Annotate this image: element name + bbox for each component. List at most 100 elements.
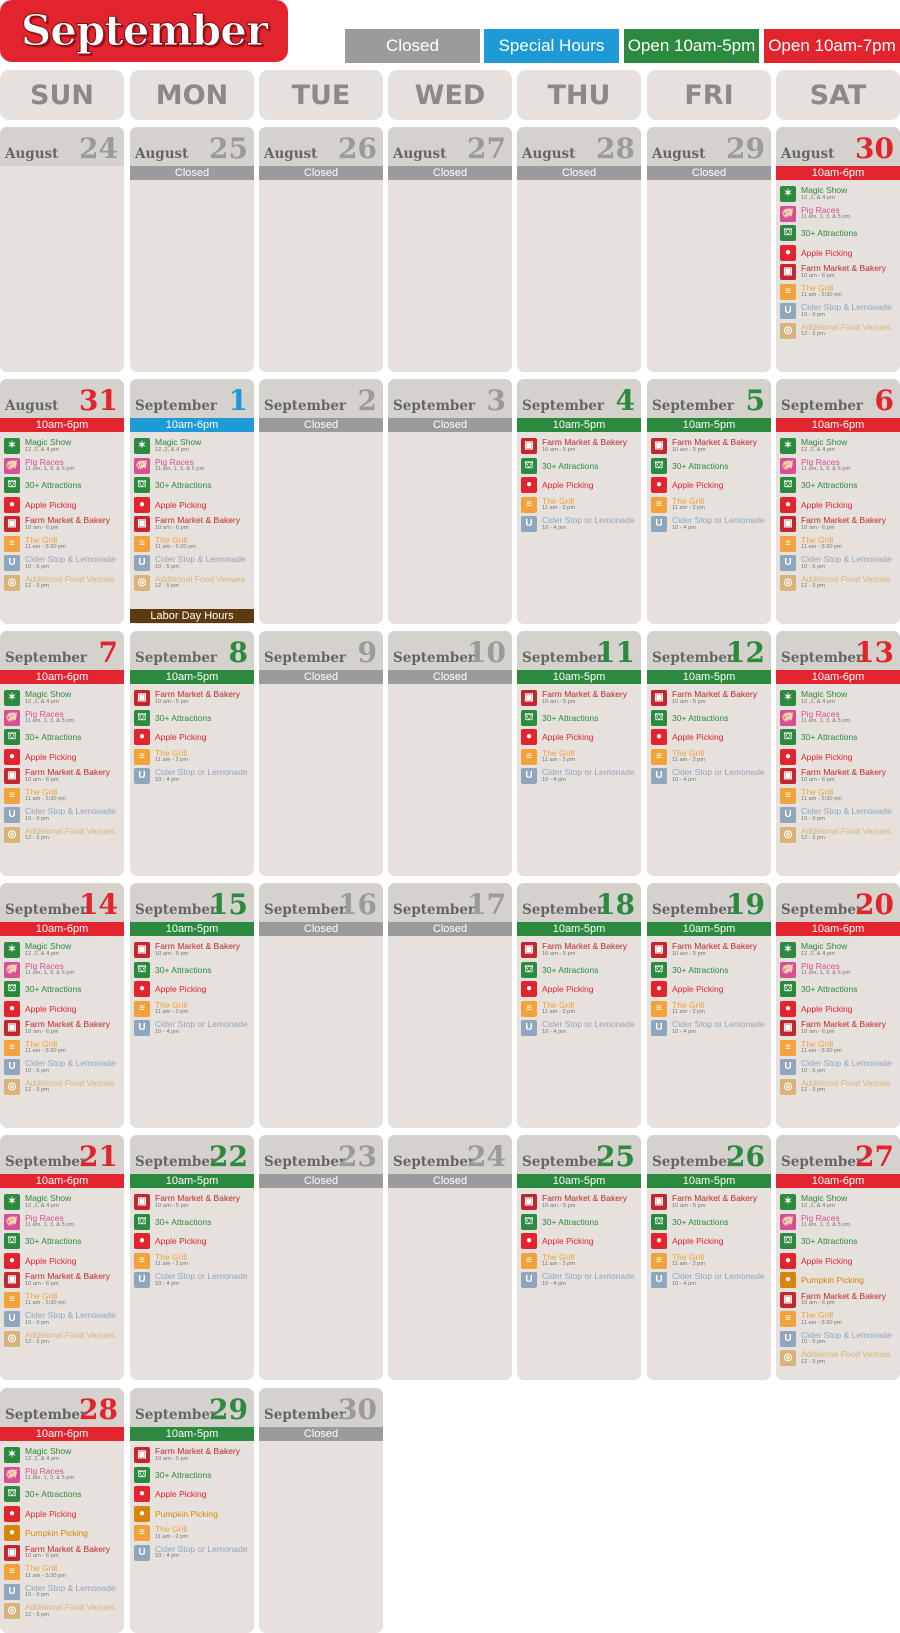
day-cell: September 20 10am-6pm ✶ Magic Show 12 ,2, & 4… bbox=[776, 883, 900, 1128]
hours-bar: 10am-5pm bbox=[517, 1174, 641, 1188]
activity-time: 11 am - 2 pm bbox=[542, 1009, 576, 1015]
day-header: September 1 bbox=[130, 379, 254, 418]
carousel-icon: ⛫ bbox=[521, 961, 537, 978]
apple-icon: ● bbox=[521, 981, 537, 997]
activity-name: 30+ Attractions bbox=[542, 1216, 599, 1227]
activity-item: ▣ Farm Market & Bakery 10 am - 6 pm bbox=[4, 514, 124, 534]
cup-icon: U bbox=[134, 1272, 150, 1288]
month-name: September bbox=[135, 650, 218, 666]
activity-time: 10 - 4 pm bbox=[672, 776, 697, 783]
activity-list: ▣ Farm Market & Bakery 10 am - 5 pm ⛫ 30+ At… bbox=[130, 684, 254, 786]
activity-item: ▣ Farm Market & Bakery 10 am - 5 pm bbox=[521, 940, 641, 960]
cup-icon: U bbox=[4, 555, 20, 571]
day-number: 20 bbox=[855, 888, 894, 921]
activity-name: Cider Stop or Lemonade bbox=[672, 1019, 765, 1029]
activity-name: 30+ Attractions bbox=[155, 1216, 212, 1227]
day-cell: September 26 10am-5pm ▣ Farm Market & Bakery… bbox=[647, 1135, 771, 1380]
day-header: August 30 bbox=[776, 127, 900, 166]
month-name: September bbox=[781, 398, 864, 414]
apple-icon: ● bbox=[780, 1000, 796, 1017]
cup-icon: U bbox=[780, 1330, 796, 1347]
activity-time: 10 - 4 pm bbox=[155, 1553, 180, 1559]
cup-icon: U bbox=[4, 1583, 20, 1600]
activity-name: Apple Picking bbox=[672, 984, 724, 994]
day-header: September 10 bbox=[388, 631, 512, 670]
activity-item: ● Apple Picking bbox=[134, 1231, 254, 1251]
activity-time: 12 - 5 pm bbox=[25, 835, 50, 841]
legend-closed-label: Closed bbox=[386, 36, 439, 55]
activity-item: U Cider Stop or Lemonade 10 - 4 pm bbox=[521, 514, 641, 534]
cup-icon: U bbox=[134, 768, 150, 784]
activity-name: 30+ Attractions bbox=[155, 480, 212, 490]
activity-name: The Grill bbox=[801, 1310, 834, 1320]
activity-time: 10 - 4 pm bbox=[672, 1028, 697, 1035]
activity-name: Magic Show bbox=[155, 437, 202, 447]
apple-icon: ● bbox=[134, 496, 150, 513]
cup-icon: U bbox=[4, 807, 20, 823]
market-bag-icon: ▣ bbox=[4, 516, 20, 532]
activity-list: ▣ Farm Market & Bakery 10 am - 5 pm ⛫ 30+ At… bbox=[647, 432, 771, 534]
day-cell: September 19 10am-5pm ▣ Farm Market & Bakery… bbox=[647, 883, 771, 1128]
month-name: September bbox=[522, 1154, 605, 1170]
legend-closed: Closed bbox=[345, 29, 480, 63]
day-cell: September 27 10am-6pm ✶ Magic Show 12 ,2, & 4… bbox=[776, 1135, 900, 1380]
activity-name: Farm Market & Bakery bbox=[155, 1193, 241, 1203]
apple-icon: ● bbox=[134, 1233, 150, 1249]
hours-bar: 10am-6pm bbox=[776, 1174, 900, 1188]
day-number: 30 bbox=[855, 132, 894, 165]
day-header: September 6 bbox=[776, 379, 900, 418]
activity-item: U Cider Stop & Lemonade 10 - 5 pm bbox=[780, 1057, 900, 1077]
activity-time: 12 ,2, & 4 pm bbox=[25, 446, 59, 453]
activity-name: Farm Market & Bakery bbox=[155, 1446, 241, 1456]
magic-wand-icon: ✶ bbox=[4, 1194, 20, 1210]
hours-bar: Closed bbox=[259, 418, 383, 432]
day-number: 24 bbox=[467, 1140, 506, 1173]
day-number: 31 bbox=[79, 384, 118, 417]
carousel-icon: ⛫ bbox=[780, 225, 796, 241]
day-header: September 30 bbox=[259, 1388, 383, 1427]
activity-item: ● Apple Picking bbox=[651, 475, 771, 495]
activity-item: ≡ The Grill 11 am - 5:30 pm bbox=[780, 786, 900, 806]
activity-item: ⛫ 30+ Attractions bbox=[521, 708, 641, 728]
activity-time: 12 ,2, & 4 pm bbox=[155, 446, 189, 453]
activity-name: The Grill bbox=[155, 534, 188, 545]
activity-name: Farm Market & Bakery bbox=[542, 437, 628, 447]
carousel-icon: ⛫ bbox=[780, 477, 796, 493]
day-number: 18 bbox=[596, 888, 635, 921]
legend-open-10-7: Open 10am-7pm bbox=[764, 29, 900, 63]
month-name: September bbox=[264, 1407, 347, 1423]
activity-time: 10 am - 6 pm bbox=[25, 776, 59, 783]
activity-time: 11 am - 2 pm bbox=[672, 1009, 706, 1015]
activity-item: U Cider Stop or Lemonade 10 - 4 pm bbox=[521, 1018, 641, 1038]
day-cell: August 26 Closed bbox=[259, 127, 383, 372]
donut-icon: ◎ bbox=[134, 574, 150, 591]
activity-name: The Grill bbox=[155, 999, 188, 1010]
activity-name: The Grill bbox=[25, 1563, 58, 1573]
activity-name: Additional Food Venues bbox=[801, 825, 891, 836]
apple-icon: ● bbox=[4, 1000, 20, 1017]
day-number: 29 bbox=[726, 132, 765, 165]
activity-name: 30+ Attractions bbox=[672, 1216, 729, 1227]
activity-item: ▣ Farm Market & Bakery 10 am - 5 pm bbox=[134, 1445, 254, 1465]
day-cell: August 30 10am-6pm ✶ Magic Show 12 ,2, & 4 pm… bbox=[776, 127, 900, 372]
day-header: September 14 bbox=[0, 883, 124, 922]
activity-name: Farm Market & Bakery bbox=[801, 767, 887, 777]
activity-name: Cider Stop or Lemonade bbox=[672, 515, 765, 525]
activity-name: Apple Picking bbox=[155, 732, 207, 742]
pig-icon: 🐖 bbox=[780, 1213, 796, 1230]
carousel-icon: ⛫ bbox=[780, 1233, 796, 1249]
burger-icon: ≡ bbox=[134, 1252, 150, 1269]
cup-icon: U bbox=[651, 1272, 667, 1288]
activity-item: ▣ Farm Market & Bakery 10 am - 5 pm bbox=[134, 940, 254, 960]
carousel-icon: ⛫ bbox=[134, 961, 150, 978]
activity-item: ● Apple Picking bbox=[521, 727, 641, 747]
activity-item: ≡ The Grill 11 am - 5:30 pm bbox=[780, 1309, 900, 1329]
activity-name: Apple Picking bbox=[25, 499, 77, 510]
activity-time: 10 am - 6 pm bbox=[801, 524, 835, 531]
carousel-icon: ⛫ bbox=[134, 477, 150, 493]
day-cell: September 25 10am-5pm ▣ Farm Market & Bakery… bbox=[517, 1135, 641, 1380]
activity-item: 🐖 Pig Races 11 am, 1, 3, & 5 pm bbox=[4, 456, 124, 476]
legend-special-hours-label: Special Hours bbox=[498, 36, 605, 55]
day-header: August 26 bbox=[259, 127, 383, 166]
activity-time: 11 am, 1, 3, & 5 pm bbox=[25, 1222, 75, 1228]
